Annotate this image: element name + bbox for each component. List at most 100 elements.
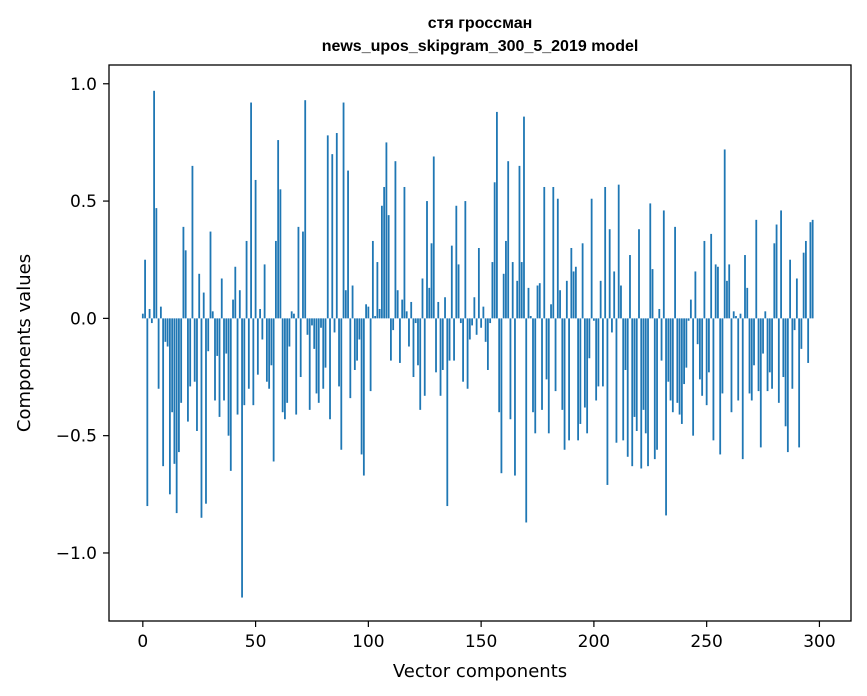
- bar-117: [405, 311, 408, 319]
- bar-268: [746, 287, 749, 319]
- bar-230: [660, 318, 663, 361]
- bar-263: [735, 316, 737, 319]
- bar-82: [326, 135, 329, 319]
- bar-22: [191, 165, 194, 319]
- bar-98: [362, 318, 365, 476]
- bar-64: [286, 318, 289, 403]
- bar-290: [795, 278, 798, 319]
- bar-29: [207, 318, 210, 352]
- bar-235: [671, 318, 674, 413]
- y-axis-ticks: 1.0 0.5 0.0 −0.5 −1.0: [56, 75, 109, 564]
- bar-170: [525, 318, 528, 523]
- bar-265: [739, 313, 742, 319]
- bar-71: [302, 231, 304, 319]
- bar-271: [753, 318, 755, 366]
- bar-208: [611, 318, 613, 333]
- bar-59: [274, 240, 277, 319]
- bar-92: [349, 318, 352, 399]
- bar-88: [340, 318, 343, 450]
- bar-286: [786, 318, 789, 453]
- bar-6: [155, 208, 158, 319]
- bar-296: [809, 222, 812, 319]
- bar-224: [647, 318, 649, 467]
- bar-199: [590, 198, 593, 319]
- bar-162: [507, 161, 510, 319]
- bar-20: [187, 318, 189, 422]
- bar-196: [583, 318, 586, 408]
- bar-52: [259, 308, 261, 319]
- bar-130: [435, 318, 437, 373]
- bar-250: [705, 318, 708, 406]
- bar-242: [687, 318, 690, 321]
- bar-173: [532, 318, 534, 413]
- bar-154: [489, 318, 492, 324]
- bar-49: [252, 318, 255, 406]
- x-tick-label: 0: [137, 632, 148, 652]
- bar-261: [730, 318, 733, 413]
- bar-132: [439, 318, 442, 396]
- chart-title-line-1: стя гроссман: [428, 15, 533, 32]
- bar-76: [313, 318, 316, 349]
- bar-101: [369, 318, 372, 392]
- bar-203: [599, 280, 602, 319]
- bar-204: [602, 318, 604, 387]
- bar-206: [606, 318, 609, 485]
- x-tick-label: 50: [245, 632, 267, 652]
- bar-184: [556, 198, 559, 319]
- bar-272: [755, 219, 758, 319]
- bar-100: [367, 306, 370, 319]
- bar-24: [196, 318, 198, 431]
- bar-255: [717, 266, 719, 319]
- bar-16: [178, 318, 180, 453]
- bar-0: [141, 313, 144, 319]
- bar-198: [588, 318, 591, 359]
- bar-121: [414, 318, 417, 324]
- bar-97: [360, 318, 363, 455]
- bar-13: [171, 318, 174, 413]
- bar-223: [644, 318, 647, 434]
- bar-283: [780, 210, 782, 319]
- bar-39: [229, 318, 232, 471]
- bar-212: [620, 285, 622, 319]
- bar-288: [791, 318, 794, 389]
- bar-8: [159, 306, 162, 319]
- bar-262: [732, 311, 735, 319]
- bar-66: [290, 311, 293, 319]
- bar-259: [726, 280, 728, 319]
- bar-2: [146, 318, 149, 507]
- bar-28: [205, 318, 207, 504]
- bar-297: [811, 219, 814, 319]
- x-tick-label: 300: [803, 632, 835, 652]
- bar-191: [572, 271, 575, 319]
- bar-60: [277, 140, 280, 319]
- bar-178: [543, 186, 546, 319]
- bar-256: [719, 318, 722, 455]
- bar-33: [216, 318, 219, 356]
- y-tick-label: −1.0: [56, 544, 97, 564]
- bar-248: [701, 318, 704, 396]
- bar-26: [200, 318, 203, 518]
- bar-72: [304, 100, 307, 319]
- y-tick-label: 0.0: [70, 309, 97, 329]
- bar-197: [586, 318, 589, 434]
- bar-129: [432, 156, 435, 319]
- bar-113: [396, 290, 399, 319]
- bar-289: [793, 318, 796, 331]
- bar-1: [144, 259, 146, 319]
- bar-84: [331, 154, 334, 319]
- bar-40: [232, 299, 234, 319]
- bar-53: [261, 318, 264, 340]
- bar-222: [642, 318, 645, 410]
- bar-158: [498, 318, 501, 413]
- bar-228: [656, 318, 658, 450]
- bar-193: [577, 318, 579, 441]
- bar-213: [622, 318, 625, 441]
- bar-32: [214, 318, 216, 401]
- bar-269: [748, 318, 751, 394]
- bar-94: [353, 318, 356, 370]
- bar-21: [189, 318, 192, 387]
- bar-112: [394, 161, 397, 319]
- bar-68: [295, 318, 298, 415]
- bar-278: [768, 318, 771, 373]
- bar-215: [626, 318, 629, 457]
